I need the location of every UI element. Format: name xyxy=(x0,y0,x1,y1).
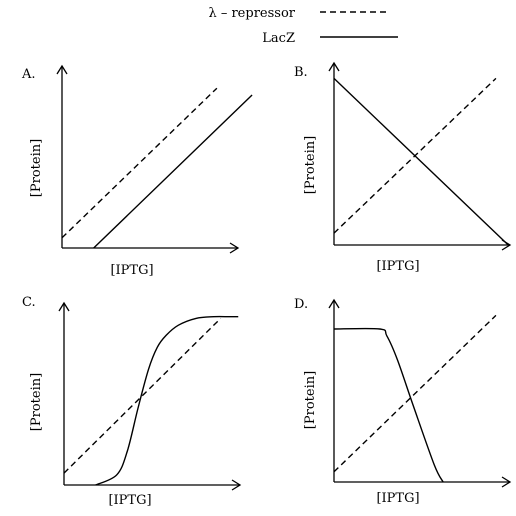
y-axis-arrow xyxy=(56,64,68,75)
y-axis-label: [Protein] xyxy=(303,136,318,194)
y-axis-arrow xyxy=(328,298,340,309)
legend-lacz-label: LacZ xyxy=(262,31,295,46)
legend-repressor-label: λ – repressor xyxy=(208,6,295,21)
series-repressor-line xyxy=(61,87,218,239)
series-repressor-line xyxy=(63,317,222,474)
series-lacz-line xyxy=(93,94,253,249)
y-axis-arrow xyxy=(328,61,340,72)
x-axis-label: [IPTG] xyxy=(108,493,151,508)
legend: λ – repressor LacZ xyxy=(208,6,398,46)
panel-label: D. xyxy=(294,297,308,312)
series-lacz-line xyxy=(333,77,509,246)
panel-label: C. xyxy=(22,295,36,310)
y-axis-label: [Protein] xyxy=(29,139,44,197)
panel-b: B. [IPTG] [Protein] xyxy=(294,61,512,274)
x-axis-label: [IPTG] xyxy=(376,259,419,274)
panel-label: A. xyxy=(21,67,36,82)
x-axis-label: [IPTG] xyxy=(110,263,153,278)
x-axis-arrow xyxy=(231,479,242,491)
panels: A. [IPTG] [Protein] B. [IPTG] [Protein] C. [IPT… xyxy=(21,61,512,508)
panel-c: C. [IPTG] [Protein] xyxy=(22,295,242,508)
y-axis-label: [Protein] xyxy=(29,373,44,431)
x-axis-label: [IPTG] xyxy=(376,491,419,506)
panel-label: B. xyxy=(294,65,308,80)
x-axis-arrow xyxy=(229,242,240,254)
x-axis-arrow xyxy=(501,476,512,488)
y-axis-arrow xyxy=(58,301,70,312)
series-repressor-line xyxy=(333,314,497,473)
panel-d: D. [IPTG] [Protein] xyxy=(294,297,512,506)
series-lacz-line xyxy=(95,315,239,486)
y-axis-label: [Protein] xyxy=(303,371,318,429)
series-lacz-line xyxy=(333,327,444,483)
panel-a: A. [IPTG] [Protein] xyxy=(21,64,253,278)
